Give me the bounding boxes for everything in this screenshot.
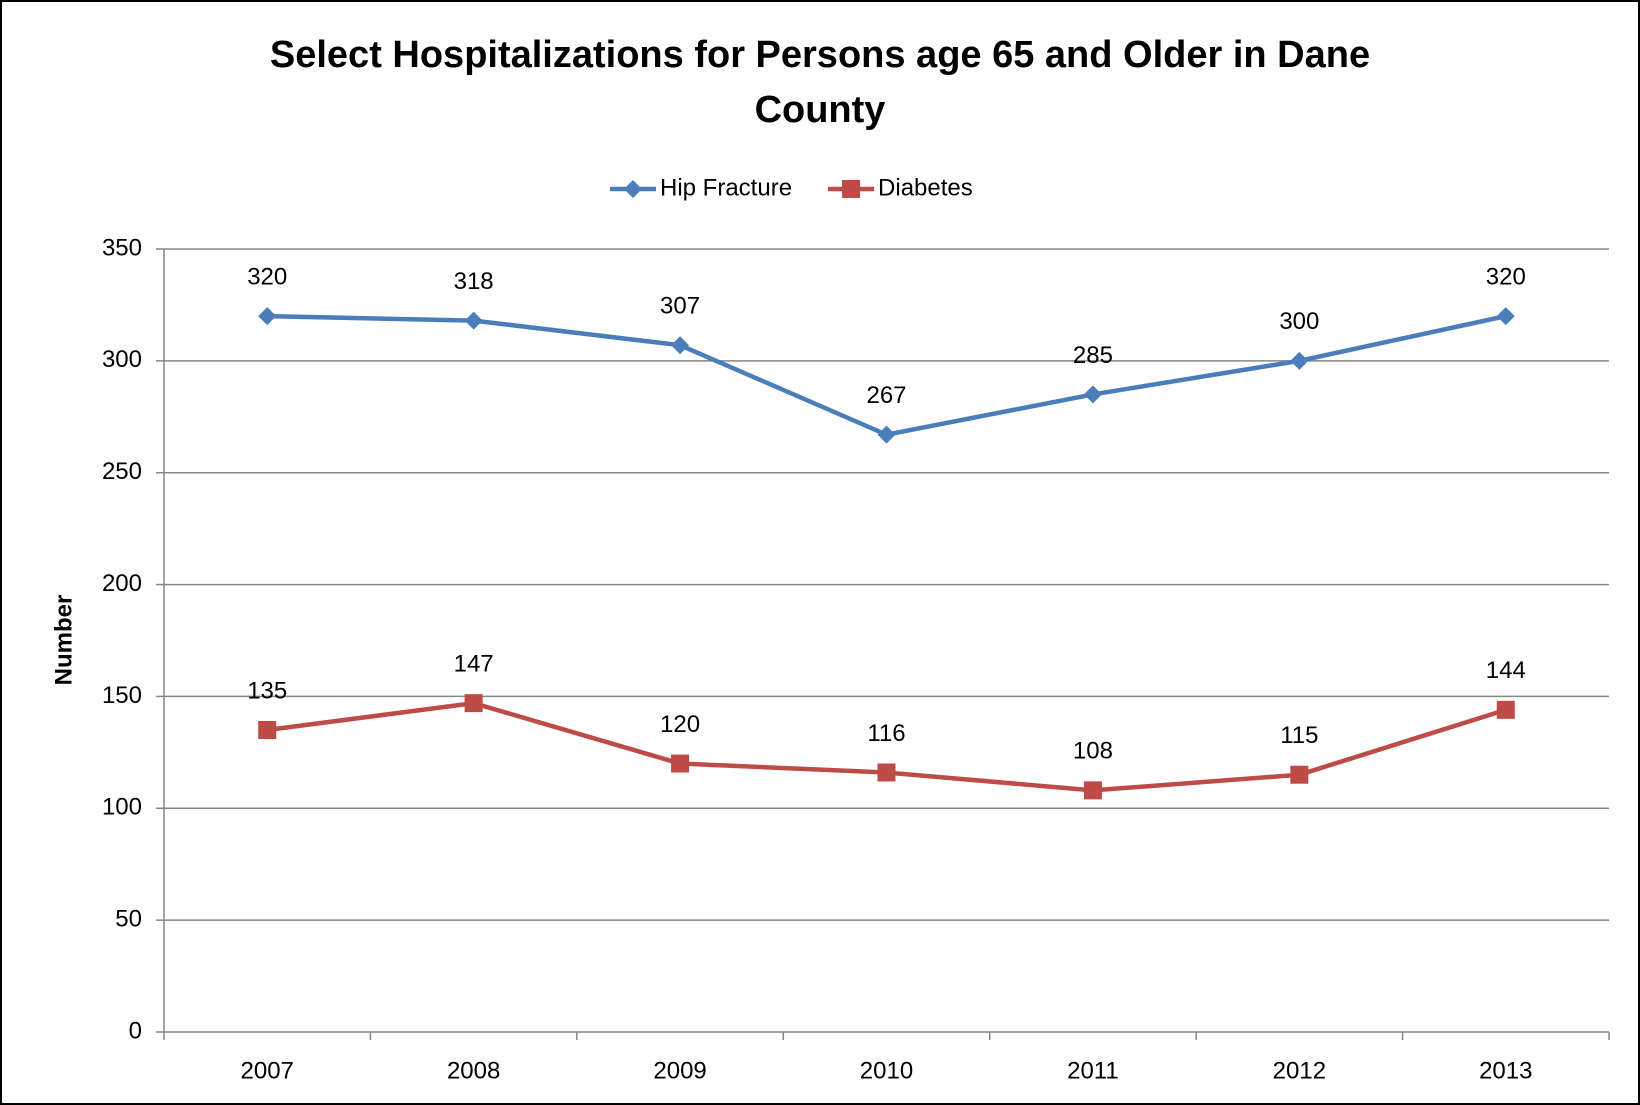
- x-tick-label: 2008: [447, 1057, 500, 1084]
- x-tick-label: 2013: [1479, 1057, 1532, 1084]
- data-label: 320: [1486, 263, 1526, 290]
- data-label: 108: [1073, 738, 1113, 765]
- data-label: 300: [1279, 308, 1319, 335]
- data-point: [877, 763, 896, 782]
- data-label: 285: [1073, 342, 1113, 369]
- y-tick-label: 300: [102, 346, 142, 373]
- data-label: 120: [660, 711, 700, 738]
- data-point: [1496, 307, 1515, 326]
- y-tick-label: 50: [115, 905, 142, 932]
- legend-marker: [842, 180, 861, 198]
- y-axis-label: Number: [50, 595, 77, 686]
- y-tick-label: 350: [102, 234, 142, 261]
- data-label: 116: [867, 720, 905, 747]
- data-point: [258, 720, 277, 739]
- data-label: 115: [1280, 722, 1318, 749]
- data-point: [671, 336, 690, 355]
- x-tick-label: 2010: [860, 1057, 913, 1084]
- data-point: [1290, 351, 1309, 370]
- data-point: [1496, 700, 1515, 719]
- y-tick-label: 0: [129, 1017, 142, 1044]
- data-label: 307: [660, 293, 700, 320]
- data-point: [464, 311, 483, 330]
- data-label: 318: [454, 268, 494, 295]
- data-label: 135: [247, 677, 287, 704]
- legend-label: Hip Fracture: [660, 174, 792, 201]
- legend-label: Diabetes: [878, 174, 973, 201]
- y-tick-label: 200: [102, 570, 142, 597]
- data-point: [258, 307, 277, 326]
- data-point: [1083, 781, 1102, 800]
- data-point: [877, 425, 896, 444]
- data-label: 267: [866, 382, 906, 409]
- y-tick-label: 250: [102, 458, 142, 485]
- chart-title: Select Hospitalizations for Persons age …: [269, 34, 1371, 131]
- x-tick-label: 2011: [1067, 1057, 1119, 1084]
- data-label: 144: [1486, 657, 1526, 684]
- x-tick-label: 2012: [1273, 1057, 1326, 1084]
- data-label: 320: [247, 263, 287, 290]
- data-point: [671, 754, 690, 773]
- x-tick-label: 2007: [241, 1057, 294, 1084]
- y-tick-label: 150: [102, 682, 142, 709]
- legend-marker: [624, 180, 642, 198]
- x-tick-label: 2009: [653, 1057, 706, 1084]
- data-point: [1083, 385, 1102, 404]
- data-label: 147: [454, 650, 494, 677]
- data-point: [1290, 765, 1309, 784]
- data-point: [464, 694, 483, 713]
- y-tick-label: 100: [102, 794, 142, 821]
